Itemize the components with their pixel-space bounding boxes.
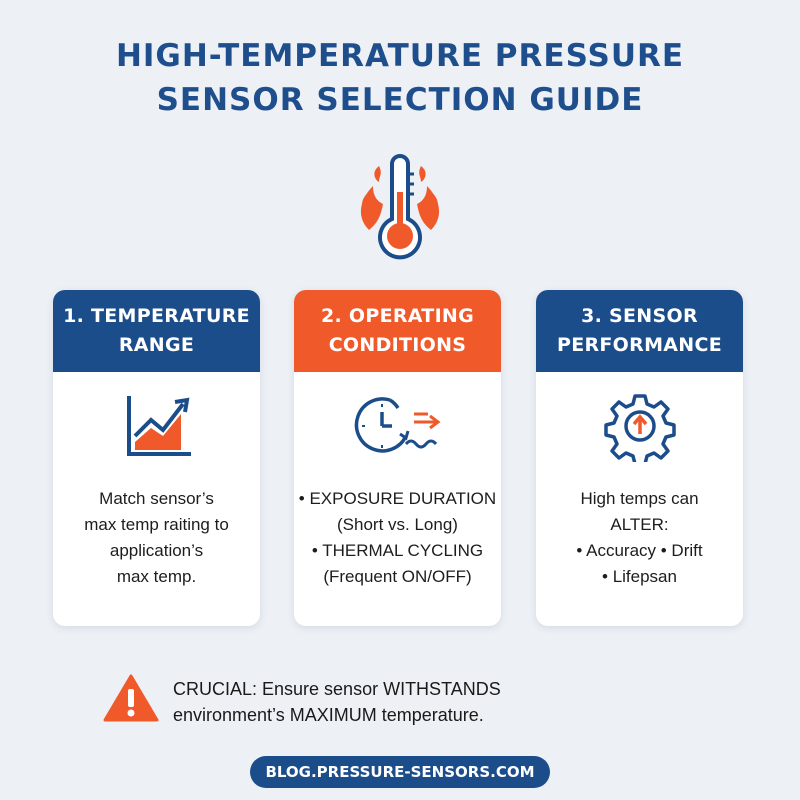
card-sensor-performance: 3. SENSOR PERFORMANCE High temps can ALT… bbox=[536, 290, 743, 626]
thermometer-flames-icon bbox=[345, 150, 455, 265]
warning-icon bbox=[103, 673, 159, 723]
card-line: max temp. bbox=[116, 567, 197, 586]
card-operating-conditions: 2. OPERATING CONDITIONS • EXPOSURE DURAT… bbox=[294, 290, 501, 626]
card-header: 3. SENSOR PERFORMANCE bbox=[536, 290, 743, 372]
gear-arrow-icon bbox=[536, 390, 743, 462]
card-line: (Short vs. Long) bbox=[337, 515, 458, 534]
card-line: ALTER: bbox=[610, 515, 669, 534]
card-header: 2. OPERATING CONDITIONS bbox=[294, 290, 501, 372]
card-line: High temps can bbox=[580, 489, 699, 508]
warning-line-2: environment’s MAXIMUM temperature. bbox=[173, 705, 484, 725]
card-header-line-2: PERFORMANCE bbox=[556, 334, 723, 356]
rising-chart-icon bbox=[53, 390, 260, 462]
card-header: 1. TEMPERATURE RANGE bbox=[53, 290, 260, 372]
footer-url-link[interactable]: BLOG.PRESSURE-SENSORS.COM bbox=[250, 756, 550, 788]
card-body: High temps can ALTER: • Accuracy • Drift… bbox=[536, 486, 743, 590]
card-line: • EXPOSURE DURATION bbox=[298, 489, 497, 508]
card-line: (Frequent ON/OFF) bbox=[323, 567, 472, 586]
page-title: HIGH-TEMPERATURE PRESSURE SENSOR SELECTI… bbox=[0, 34, 800, 122]
card-header-line-1: 2. OPERATING bbox=[320, 305, 475, 327]
title-line-1: HIGH-TEMPERATURE PRESSURE bbox=[115, 38, 685, 74]
card-body: Match sensor’s max temp raiting to appli… bbox=[53, 486, 260, 590]
warning-line-1: CRUCIAL: Ensure sensor WITHSTANDS bbox=[173, 679, 501, 699]
card-temperature-range: 1. TEMPERATURE RANGE Match sensor’s max … bbox=[53, 290, 260, 626]
warning-message: CRUCIAL: Ensure sensor WITHSTANDS enviro… bbox=[173, 676, 501, 728]
card-line: max temp raiting to bbox=[84, 515, 229, 534]
card-line: • Accuracy • Drift bbox=[576, 541, 703, 560]
card-body: • EXPOSURE DURATION (Short vs. Long) • T… bbox=[294, 486, 501, 590]
card-line: • THERMAL CYCLING bbox=[311, 541, 484, 560]
card-line: • Lifepsan bbox=[602, 567, 677, 586]
clock-heat-flow-icon bbox=[294, 390, 501, 462]
card-header-line-2: CONDITIONS bbox=[328, 334, 467, 356]
card-line: Match sensor’s bbox=[99, 489, 214, 508]
card-header-line-2: RANGE bbox=[118, 334, 195, 356]
title-line-2: SENSOR SELECTION GUIDE bbox=[156, 82, 644, 118]
card-header-line-1: 1. TEMPERATURE bbox=[63, 305, 250, 327]
card-line: application’s bbox=[109, 541, 204, 560]
card-header-line-1: 3. SENSOR bbox=[581, 305, 698, 327]
